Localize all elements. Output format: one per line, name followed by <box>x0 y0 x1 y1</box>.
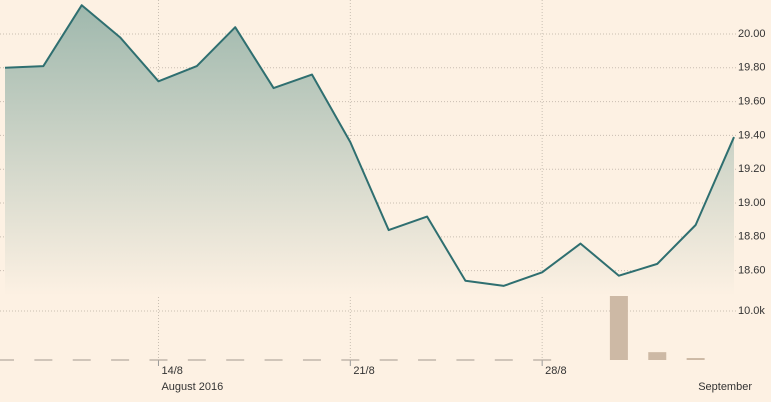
x-tick-label: 28/8 <box>545 365 566 377</box>
y-tick-label: 18.60 <box>738 265 766 277</box>
area-fill <box>5 5 734 297</box>
y-tick-label: 19.40 <box>738 129 766 141</box>
period-label: September <box>698 381 752 393</box>
y2-tick-label: 10.0k <box>738 305 765 317</box>
y-tick-label: 20.00 <box>738 28 766 40</box>
x-tick-label: 21/8 <box>353 365 374 377</box>
volume-bar <box>609 289 628 360</box>
volume-bar <box>648 352 667 360</box>
period-label: August 2016 <box>161 381 223 393</box>
y-tick-label: 19.60 <box>738 95 766 107</box>
y-tick-label: 19.20 <box>738 163 766 175</box>
x-tick-label: 14/8 <box>161 365 182 377</box>
y-tick-label: 19.00 <box>738 197 766 209</box>
y-tick-label: 19.80 <box>738 62 766 74</box>
y-tick-label: 18.80 <box>738 231 766 243</box>
volume-bar <box>686 358 705 360</box>
price-line <box>4 4 735 287</box>
